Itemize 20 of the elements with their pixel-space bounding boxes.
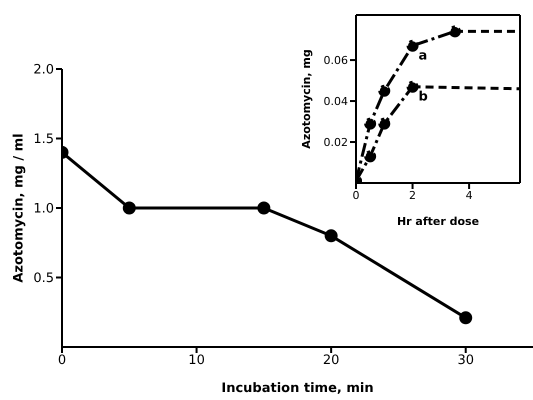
y-tick-label: 0.5 [33, 271, 54, 286]
x-tick-label: 4 [466, 188, 473, 202]
x-axis-title: Hr after dose [396, 215, 480, 228]
x-tick-label: 2 [409, 188, 416, 202]
series-label: b [418, 90, 428, 105]
series-label: a [418, 48, 428, 64]
x-axis-title: Incubation time, min [221, 381, 374, 396]
x-tick-label: 0 [352, 188, 360, 202]
y-tick-label: 2.0 [33, 62, 54, 78]
y-tick-label: 0.02 [324, 136, 348, 149]
x-tick-label: 0 [58, 353, 66, 368]
x-tick-label: 20 [322, 353, 340, 368]
y-axis-title: Azotomycin, mg / ml [12, 133, 27, 283]
y-tick-label: 0.06 [324, 54, 348, 67]
x-tick-label: 10 [188, 353, 205, 368]
y-axis-title: Azotomycin, mg [300, 49, 313, 149]
y-tick-label: 1.5 [33, 132, 54, 148]
y-tick-label: 0.04 [324, 94, 348, 108]
x-tick-label: 30 [457, 353, 474, 368]
y-tick-label: 1.0 [33, 202, 54, 217]
